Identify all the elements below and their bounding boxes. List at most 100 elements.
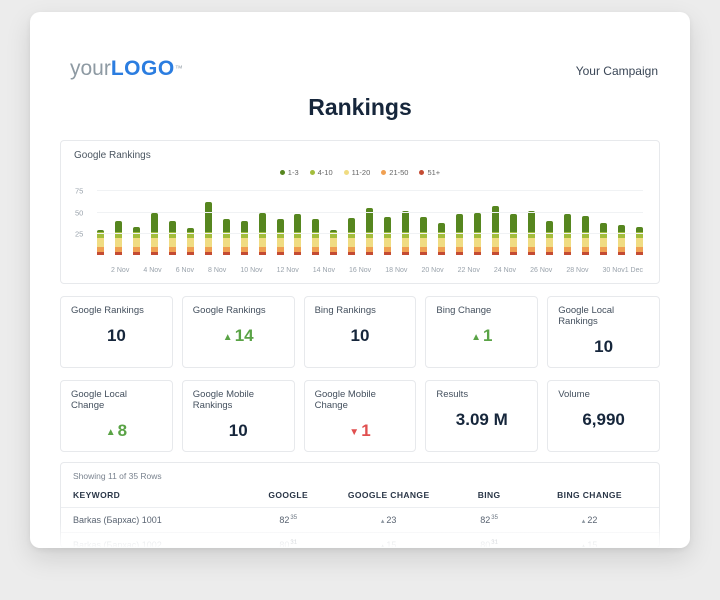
down-arrow-icon: ▼ bbox=[349, 427, 360, 438]
bar-segment-21-50 bbox=[186, 246, 194, 253]
stat-value: 10 bbox=[106, 326, 126, 345]
bar-segment-4-10 bbox=[456, 232, 464, 239]
bar-segment-1-3 bbox=[420, 216, 428, 233]
table-row: Barkas (Бархас) 1002 8031 ▴ 15 8031 ▴ 15 bbox=[61, 533, 659, 548]
bar-segment-21-50 bbox=[438, 246, 446, 253]
table-header-cell[interactable]: GOOGLE bbox=[268, 490, 309, 500]
bar-segment-1-3 bbox=[438, 222, 446, 233]
legend-dot-icon bbox=[343, 170, 349, 175]
stat-value: 10 bbox=[350, 326, 370, 345]
x-axis-tick-label: 6 Nov bbox=[175, 267, 194, 274]
stat-card: Volume 6,990 bbox=[547, 380, 660, 452]
x-axis-tick-label bbox=[129, 267, 143, 274]
chart-bar bbox=[366, 187, 374, 255]
bar-segment-11-20 bbox=[581, 238, 589, 247]
bar-segment-11-20 bbox=[545, 238, 553, 247]
bar-segment-51+ bbox=[132, 252, 140, 255]
stat-value: 10 bbox=[594, 337, 614, 356]
change-cell: ▴ 15 bbox=[380, 540, 397, 548]
stat-value: ▲ 8 bbox=[105, 421, 128, 440]
bar-segment-51+ bbox=[222, 252, 230, 255]
rank-value: 80 bbox=[279, 540, 290, 548]
stat-value: 6,990 bbox=[582, 410, 625, 429]
bar-segment-11-20 bbox=[509, 238, 517, 247]
chart-bar bbox=[527, 187, 535, 255]
chart-bar bbox=[402, 187, 410, 255]
rank-superscript: 35 bbox=[290, 515, 298, 521]
bar-segment-4-10 bbox=[420, 232, 428, 239]
bar-segment-21-50 bbox=[97, 246, 104, 253]
bar-segment-11-20 bbox=[402, 238, 410, 247]
legend-item-11-20[interactable]: 11-20 bbox=[343, 168, 370, 177]
x-axis-tick-label: 8 Nov bbox=[208, 267, 227, 274]
bar-segment-4-10 bbox=[150, 232, 158, 239]
legend-item-51+[interactable]: 51+ bbox=[419, 168, 440, 177]
chart-bar bbox=[617, 187, 625, 255]
bar-segment-21-50 bbox=[204, 246, 212, 253]
table-header-cell[interactable]: BING CHANGE bbox=[557, 490, 622, 500]
x-axis-tick-label: 22 Nov bbox=[457, 267, 480, 274]
rank-cell: 8235 bbox=[446, 515, 532, 525]
chart-bar bbox=[258, 187, 266, 255]
stat-label: Results bbox=[436, 389, 469, 400]
campaign-selector[interactable]: Your Campaign bbox=[575, 64, 658, 78]
bar-segment-11-20 bbox=[97, 238, 104, 247]
bar-segment-4-10 bbox=[491, 232, 499, 239]
bar-segment-51+ bbox=[240, 252, 248, 255]
bar-segment-1-3 bbox=[635, 226, 643, 233]
table-header-cell[interactable]: BING bbox=[477, 490, 501, 500]
bar-segment-51+ bbox=[384, 252, 392, 255]
bar-segment-11-20 bbox=[204, 238, 212, 247]
bar-segment-21-50 bbox=[330, 246, 338, 253]
bar-segment-21-50 bbox=[366, 246, 374, 253]
bar-segment-21-50 bbox=[527, 246, 535, 253]
legend-dot-icon bbox=[309, 170, 315, 175]
bar-segment-51+ bbox=[581, 252, 589, 255]
bar-segment-21-50 bbox=[150, 246, 158, 253]
keyword-cell: Barkas (Бархас) 1002 bbox=[73, 540, 162, 548]
legend-item-21-50[interactable]: 21-50 bbox=[381, 168, 408, 177]
table-header-row: KEYWORD GOOGLE GOOGLE CHANGE BING BING CHANG… bbox=[61, 483, 659, 508]
bar-segment-51+ bbox=[97, 252, 104, 255]
bar-segment-1-3 bbox=[348, 217, 356, 233]
y-axis-tick-label: 25 bbox=[75, 229, 84, 239]
chart-bar bbox=[312, 187, 320, 255]
y-axis-tick-label: 50 bbox=[75, 208, 84, 217]
x-axis-tick-label bbox=[516, 267, 530, 274]
bar-segment-51+ bbox=[545, 252, 553, 255]
x-axis-tick-label: 20 Nov bbox=[421, 267, 444, 274]
table-header-cell[interactable]: KEYWORD bbox=[73, 490, 121, 500]
chart-bar bbox=[186, 187, 194, 255]
table-header-cell[interactable]: GOOGLE CHANGE bbox=[347, 490, 430, 500]
x-axis-tick-label bbox=[480, 267, 494, 274]
bar-segment-1-3 bbox=[204, 202, 212, 233]
chart-bar bbox=[438, 187, 446, 255]
logo-main: LOGO bbox=[110, 57, 175, 80]
bar-segment-21-50 bbox=[456, 246, 464, 253]
up-arrow-icon: ▴ bbox=[581, 543, 586, 548]
bar-segment-1-3 bbox=[330, 229, 338, 233]
bar-segment-21-50 bbox=[402, 246, 410, 253]
stat-card: Google Mobile Change ▼ 1 bbox=[303, 380, 417, 452]
bar-segment-4-10 bbox=[563, 232, 571, 239]
bar-segment-4-10 bbox=[294, 232, 302, 239]
chart-bar bbox=[599, 187, 607, 255]
x-axis-labels: 2 Nov 4 Nov 6 Nov 8 Nov 10 Nov 12 Nov 14 Nov 16… bbox=[97, 267, 643, 274]
bar-segment-11-20 bbox=[635, 238, 643, 247]
legend-item-1-3[interactable]: 1-3 bbox=[279, 168, 299, 177]
bar-segment-1-3 bbox=[222, 219, 230, 233]
bar-segment-11-20 bbox=[491, 238, 499, 247]
bar-segment-11-20 bbox=[474, 238, 482, 247]
stat-card: Google Mobile Rankings 10 bbox=[181, 380, 295, 452]
rank-superscript: 31 bbox=[491, 540, 498, 546]
stat-label: Volume bbox=[558, 389, 590, 400]
bar-segment-4-10 bbox=[222, 232, 230, 239]
bar-segment-51+ bbox=[348, 252, 356, 255]
legend-item-4-10[interactable]: 4-10 bbox=[309, 168, 333, 177]
table-body: Barkas (Бархас) 1001 8235 ▴ 23 8235 ▴ 22 Barkas… bbox=[61, 508, 659, 548]
bar-segment-11-20 bbox=[527, 238, 535, 247]
x-axis-tick-label bbox=[552, 267, 566, 274]
chart-bar bbox=[330, 187, 338, 255]
bar-segment-1-3 bbox=[150, 212, 158, 233]
stat-value: 10 bbox=[228, 421, 248, 440]
